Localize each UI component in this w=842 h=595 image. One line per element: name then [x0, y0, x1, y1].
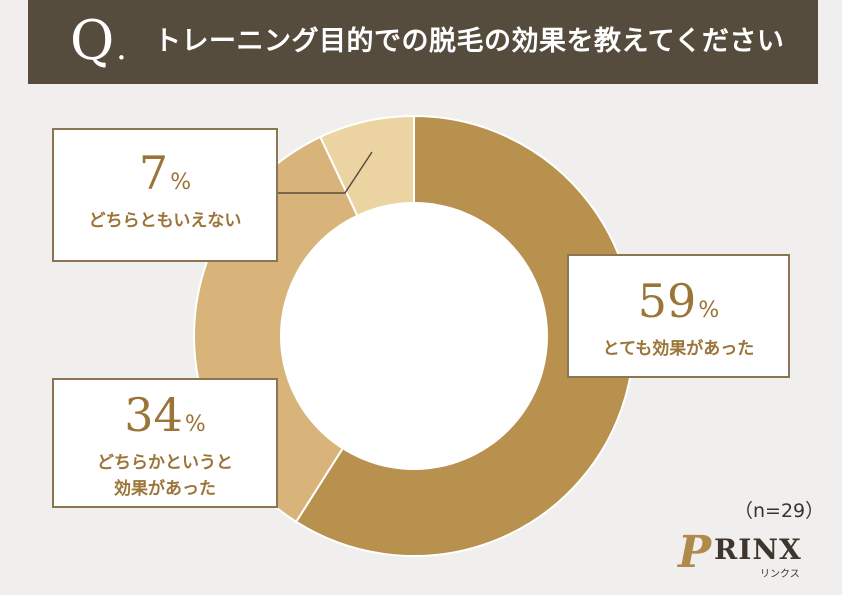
label-very-caption: とても効果があった	[602, 339, 755, 359]
label-somewhat-caption-line2: 効果があった	[114, 479, 216, 499]
question-text: トレーニング目的での脱毛の効果を教えてください	[154, 26, 785, 57]
sample-size: （n=29）	[734, 500, 825, 522]
logo-mark: P	[678, 527, 712, 578]
question-q-dot: .	[116, 28, 127, 68]
donut-hole	[280, 202, 548, 470]
label-neutral: 7% どちらともいえない	[52, 128, 278, 262]
logo-kana: リンクス	[760, 569, 800, 580]
label-somewhat-value: 34%	[124, 388, 206, 442]
neutral-leader-line	[278, 151, 373, 194]
rinx-logo: P RINX リンクス	[676, 528, 816, 582]
label-neutral-caption: どちらともいえない	[88, 211, 242, 231]
label-somewhat-effective: 34% どちらかというと 効果があった	[52, 378, 278, 508]
question-q-mark: Q	[70, 9, 115, 72]
label-very-effective: 59% とても効果があった	[567, 254, 790, 378]
label-somewhat-caption-line1: どちらかというと	[97, 453, 233, 473]
label-very-value: 59%	[637, 274, 720, 328]
question-header: Q . トレーニング目的での脱毛の効果を教えてください	[28, 0, 818, 84]
logo-wordmark: RINX	[714, 533, 802, 566]
label-neutral-value: 7%	[138, 146, 192, 200]
